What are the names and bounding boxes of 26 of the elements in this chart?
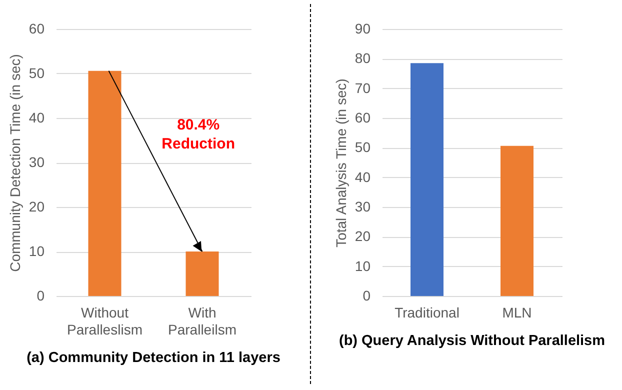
y-axis-title: Community Detection Time (in sec): [6, 54, 23, 272]
text: (b) Query Analysis Without Parallelism: [338, 333, 606, 349]
y-tick-label: 0: [362, 288, 371, 304]
x-tick-label: Traditional: [394, 304, 460, 320]
x-tick-label: Without Paralleslism: [67, 304, 142, 338]
y-axis-title: Total Analysis Time (in sec): [332, 78, 349, 248]
y-tick-label: 20: [28, 198, 45, 214]
y-tick-label: 50: [28, 65, 45, 81]
y-tick-label: 60: [354, 110, 371, 126]
y-tick-label: 60: [28, 20, 45, 36]
y-tick-label: 30: [354, 198, 371, 214]
y-tick-label: 40: [354, 168, 371, 185]
annotation: 80.4% Reduction: [162, 116, 236, 152]
y-tick-label: 10: [354, 258, 371, 274]
y-tick-label: 30: [28, 154, 45, 170]
y-tick-label: 70: [354, 80, 371, 96]
text: (a) Community Detection in 11 layers: [26, 350, 280, 366]
y-tick-label: 40: [28, 110, 45, 126]
y-tick-label: 10: [28, 243, 45, 259]
y-tick-label: 50: [354, 139, 371, 156]
y-tick-label: 0: [36, 288, 45, 304]
y-tick-label: 90: [354, 20, 371, 36]
x-tick-label: MLN: [502, 304, 532, 320]
y-tick-label: 80: [354, 50, 371, 66]
x-tick-label: With Paralleilsm: [168, 304, 236, 338]
y-tick-label: 20: [354, 228, 371, 244]
